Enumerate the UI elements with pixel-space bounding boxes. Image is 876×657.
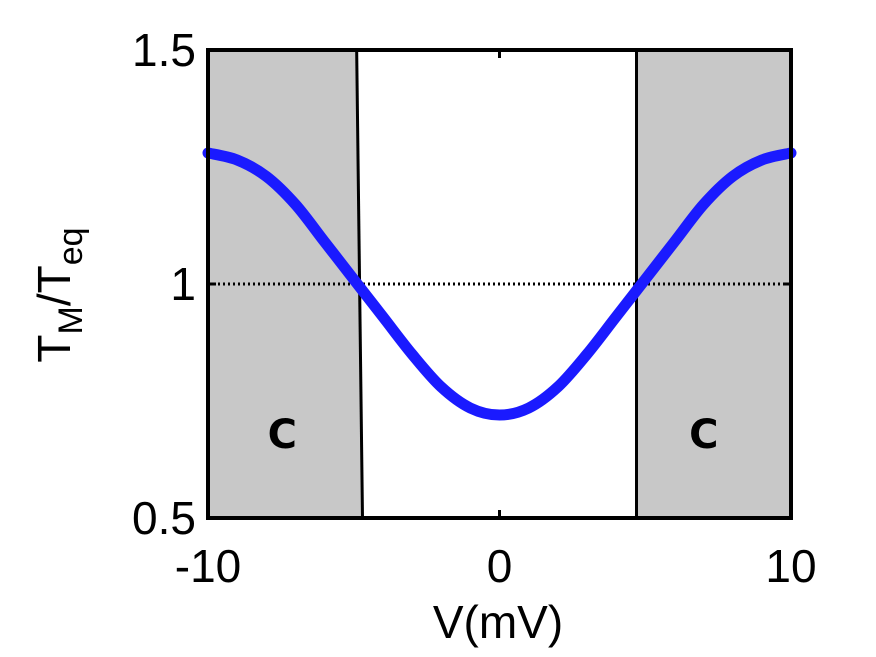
region-label-left: C <box>268 412 297 458</box>
y-axis-label-slash: /T <box>28 265 80 306</box>
ticks-layer: -10 0 10 0.5 1 1.5 <box>132 24 817 592</box>
y-axis-label: TM/Teq <box>28 227 90 362</box>
region-label-right: C <box>689 412 718 458</box>
x-tick-label: -10 <box>175 540 241 592</box>
y-axis-label-main: T <box>28 334 80 362</box>
y-tick-label: 1.5 <box>132 24 196 76</box>
svg-text:TM/Teq: TM/Teq <box>28 227 90 362</box>
y-tick-label: 0.5 <box>132 492 196 544</box>
y-tick-label: 1 <box>170 258 196 310</box>
x-tick-label: 0 <box>487 540 513 592</box>
y-axis-label-sub-eq: eq <box>52 227 90 265</box>
x-axis-label: V(mV) <box>433 596 563 648</box>
series-line-0 <box>202 147 797 421</box>
y-axis-label-sub-m: M <box>52 306 90 334</box>
x-tick-label: 10 <box>765 540 816 592</box>
